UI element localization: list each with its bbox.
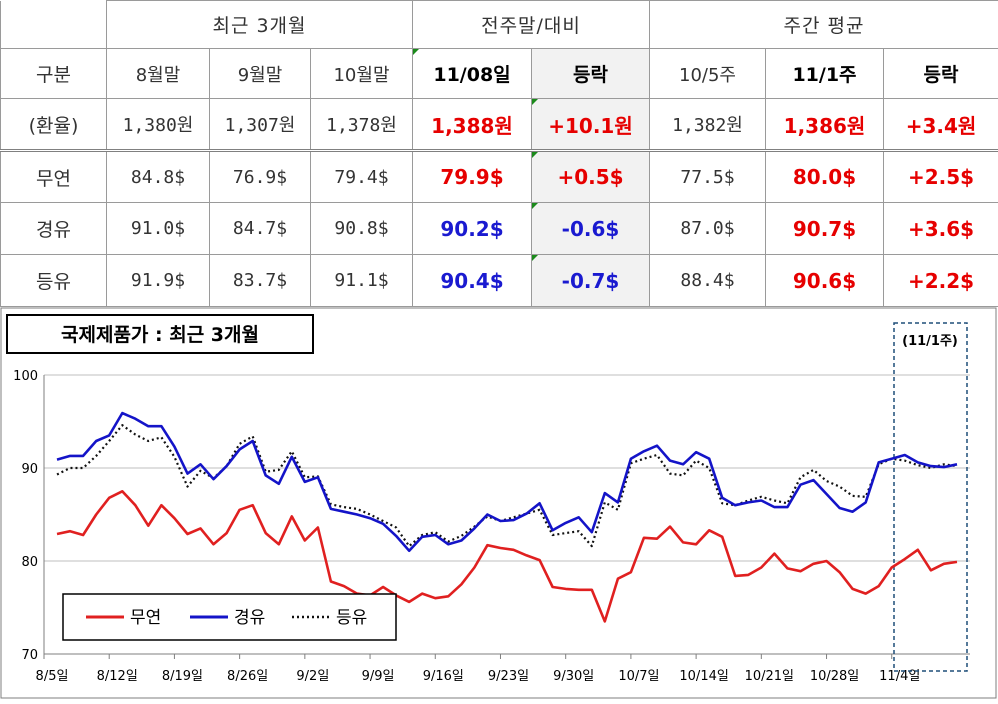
- cell-sep: 1,307원: [210, 99, 311, 151]
- col-oct-end: 10월말: [311, 49, 413, 99]
- col-nov08: 11/08일: [413, 49, 532, 99]
- cell-nov-w1: 80.0$: [766, 151, 884, 203]
- x-tick-label: 8/19일: [162, 669, 203, 684]
- x-tick-label: 10/14일: [679, 669, 728, 684]
- cell-sep: 83.7$: [210, 255, 311, 307]
- legend-label-gasoline: 무연: [130, 608, 161, 628]
- y-tick-label: 70: [21, 648, 38, 663]
- cell-nov-w1: 90.6$: [766, 255, 884, 307]
- x-tick-label: 9/2일: [296, 669, 329, 684]
- cell-sep: 76.9$: [210, 151, 311, 203]
- y-tick-label: 90: [21, 462, 38, 477]
- row-label: 경유: [1, 203, 107, 255]
- legend-label-kerosene: 등유: [336, 608, 367, 628]
- col-change2: 등락: [884, 49, 998, 99]
- col-sep-end: 9월말: [210, 49, 311, 99]
- cell-aug: 84.8$: [107, 151, 210, 203]
- cell-aug: 1,380원: [107, 99, 210, 151]
- x-tick-label: 10/21일: [745, 669, 794, 684]
- row-label: (환율): [1, 99, 107, 151]
- highlight-label: (11/1주): [902, 334, 958, 349]
- cell-change2: +2.5$: [884, 151, 998, 203]
- x-tick-label: 8/12일: [97, 669, 138, 684]
- cell-oct: 90.8$: [311, 203, 413, 255]
- group-header-recent: 최근 3개월: [107, 1, 413, 49]
- x-tick-label: 9/9일: [362, 669, 395, 684]
- cell-change1: +10.1원: [532, 99, 650, 151]
- cell-oct-w5: 77.5$: [650, 151, 766, 203]
- cell-change1: -0.7$: [532, 255, 650, 307]
- cell-oct: 91.1$: [311, 255, 413, 307]
- cell-change1: -0.6$: [532, 203, 650, 255]
- row-diesel: 경유 91.0$ 84.7$ 90.8$ 90.2$ -0.6$ 87.0$ 9…: [1, 203, 998, 255]
- col-nov-w1: 11/1주: [766, 49, 884, 99]
- price-chart: 70 80 90 100 8/5일 8/12일 8/19일 8/26일 9/2일 9/9일 9/1…: [0, 307, 998, 700]
- price-table: 최근 3개월 전주말/대비 주간 평균 구분 8월말 9월말 10월말 11/0…: [0, 0, 998, 307]
- cell-oct: 1,378원: [311, 99, 413, 151]
- legend-label-diesel: 경유: [234, 608, 265, 628]
- x-tick-label: 10/7일: [618, 669, 659, 684]
- y-tick-label: 100: [13, 369, 38, 384]
- cell-nov-w1: 1,386원: [766, 99, 884, 151]
- cell-oct-w5: 87.0$: [650, 203, 766, 255]
- col-oct-w5: 10/5주: [650, 49, 766, 99]
- x-tick-label: 8/5일: [36, 669, 69, 684]
- x-tick-label: 9/30일: [553, 669, 594, 684]
- cell-change1: +0.5$: [532, 151, 650, 203]
- cell-change2: +3.4원: [884, 99, 998, 151]
- x-tick-label: 10/28일: [810, 669, 859, 684]
- row-label: 무연: [1, 151, 107, 203]
- cell-change2: +2.2$: [884, 255, 998, 307]
- cell-nov08: 79.9$: [413, 151, 532, 203]
- y-tick-label: 80: [21, 555, 38, 570]
- col-aug-end: 8월말: [107, 49, 210, 99]
- cell-oct: 79.4$: [311, 151, 413, 203]
- cell-aug: 91.9$: [107, 255, 210, 307]
- cell-nov08: 90.2$: [413, 203, 532, 255]
- col-change1: 등락: [532, 49, 650, 99]
- row-kerosene: 등유 91.9$ 83.7$ 91.1$ 90.4$ -0.7$ 88.4$ 9…: [1, 255, 998, 307]
- header-corner: [1, 1, 107, 49]
- cell-change2: +3.6$: [884, 203, 998, 255]
- legend: 무연 경유 등유: [63, 594, 396, 640]
- x-tick-label: 8/26일: [227, 669, 268, 684]
- x-tick-label: 11/4일: [879, 669, 920, 684]
- cell-oct-w5: 88.4$: [650, 255, 766, 307]
- chart-area: 70 80 90 100 8/5일 8/12일 8/19일 8/26일 9/2일 9/9일 9/1…: [0, 307, 998, 700]
- chart-title: 국제제품가 : 최근 3개월: [61, 324, 259, 346]
- cell-oct-w5: 1,382원: [650, 99, 766, 151]
- cell-nov-w1: 90.7$: [766, 203, 884, 255]
- x-tick-label: 9/16일: [423, 669, 464, 684]
- category-header: 구분: [1, 49, 107, 99]
- x-tick-label: 9/23일: [488, 669, 529, 684]
- cell-aug: 91.0$: [107, 203, 210, 255]
- group-header-weekend: 전주말/대비: [413, 1, 650, 49]
- cell-nov08: 1,388원: [413, 99, 532, 151]
- row-exchange: (환율) 1,380원 1,307원 1,378원 1,388원 +10.1원 …: [1, 99, 998, 151]
- row-gasoline: 무연 84.8$ 76.9$ 79.4$ 79.9$ +0.5$ 77.5$ 8…: [1, 151, 998, 203]
- cell-sep: 84.7$: [210, 203, 311, 255]
- group-header-weekly: 주간 평균: [650, 1, 998, 49]
- row-label: 등유: [1, 255, 107, 307]
- cell-nov08: 90.4$: [413, 255, 532, 307]
